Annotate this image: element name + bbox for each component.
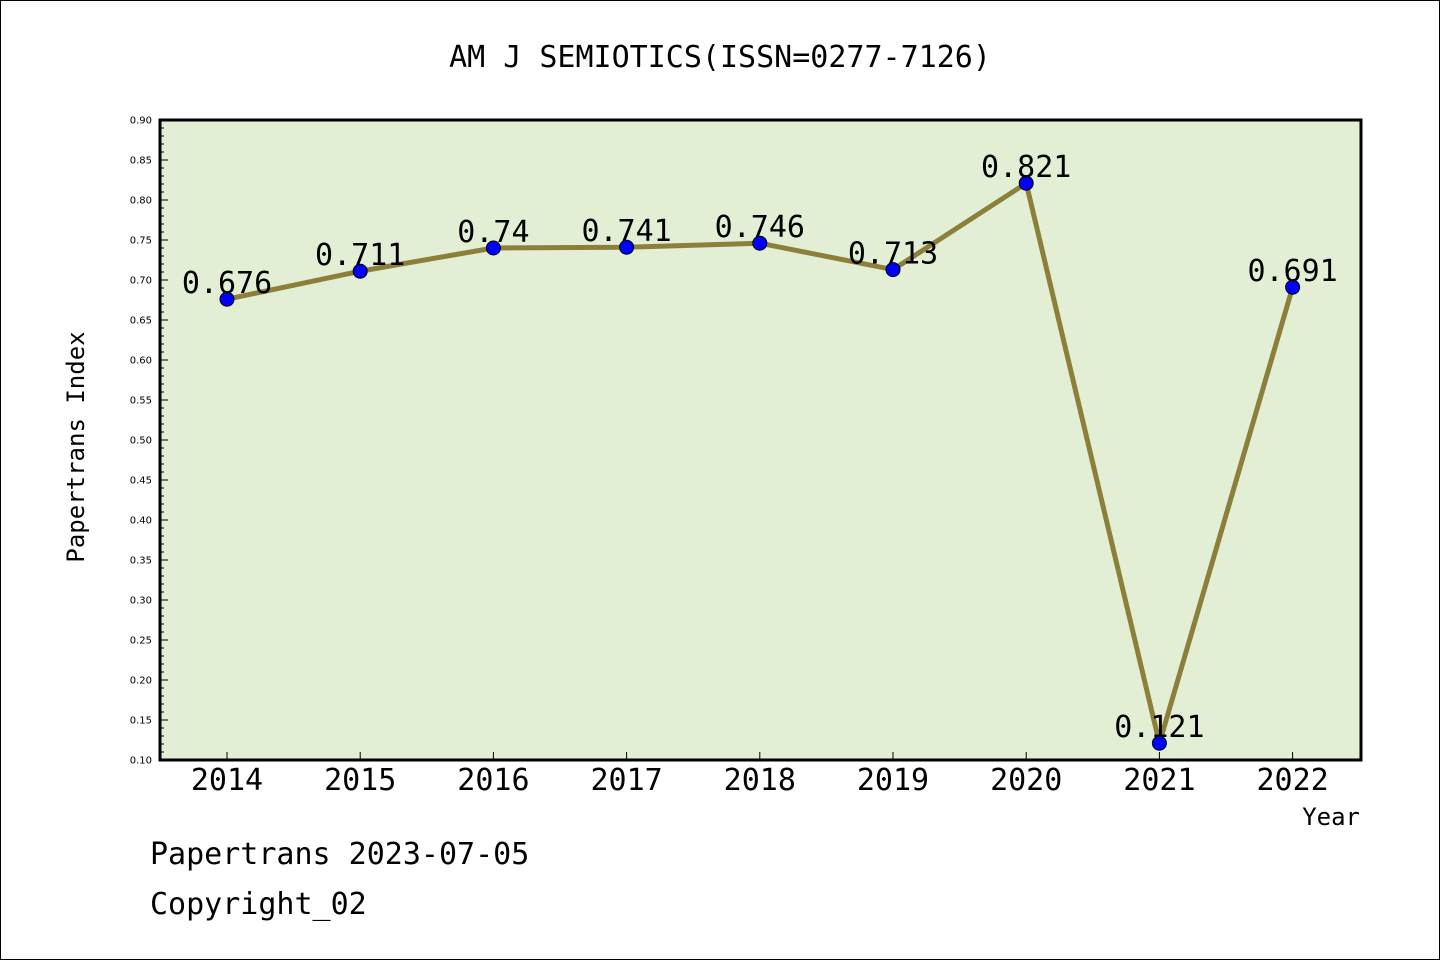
data-label: 0.691 (1247, 254, 1337, 289)
x-tick-label: 2018 (724, 763, 796, 798)
data-label: 0.676 (182, 266, 272, 301)
chart-title: AM J SEMIOTICS(ISSN=0277-7126) (449, 40, 991, 75)
y-tick-label: 0.30 (130, 596, 152, 607)
data-point-marker (219, 291, 235, 307)
footer-date-text: Papertrans 2023-07-05 (150, 837, 529, 872)
x-tick-label: 2022 (1256, 763, 1328, 798)
y-tick-label: 0.40 (130, 516, 152, 527)
x-tick-label: 2015 (324, 763, 396, 798)
x-tick-label: 2019 (857, 763, 929, 798)
data-label: 0.711 (315, 238, 405, 273)
data-label: 0.741 (581, 214, 671, 249)
y-tick-label: 0.55 (130, 396, 152, 407)
y-tick-label: 0.60 (130, 356, 152, 367)
y-tick-label: 0.70 (130, 276, 152, 287)
data-label: 0.746 (715, 210, 805, 245)
y-tick-label: 0.25 (130, 636, 152, 647)
y-tick-label: 0.80 (130, 196, 152, 207)
y-axis-ticks: 0.10 0.15 0.20 0.25 0.30 0.35 0.40 0.45 0.50 0.55… (130, 116, 168, 767)
data-labels-layer: 0.676 0.711 0.74 0.741 0.746 0.713 0.821 0.121 0… (182, 150, 1338, 745)
y-tick-label: 0.65 (130, 316, 152, 327)
x-axis-label: Year (1302, 803, 1360, 831)
x-axis-ticks: 2014 2015 2016 2017 2018 2019 2020 2021 2022 (191, 752, 1329, 798)
x-tick-label: 2017 (590, 763, 662, 798)
data-point-marker (1018, 175, 1034, 191)
data-point-marker (1151, 735, 1167, 751)
y-tick-label: 0.10 (130, 756, 152, 767)
data-point-marker (485, 240, 501, 256)
data-label: 0.821 (981, 150, 1071, 185)
data-label: 0.121 (1114, 710, 1204, 745)
data-point-marker (352, 263, 368, 279)
y-tick-label: 0.50 (130, 436, 152, 447)
y-tick-label: 0.45 (130, 476, 152, 487)
x-tick-label: 2014 (191, 763, 263, 798)
x-tick-label: 2021 (1123, 763, 1195, 798)
data-point-marker (752, 235, 768, 251)
data-point-marker (885, 262, 901, 278)
plot-area (158, 118, 1363, 762)
y-tick-label: 0.75 (130, 236, 152, 247)
data-label: 0.74 (457, 215, 529, 250)
y-tick-label: 0.90 (130, 116, 152, 127)
y-axis-label: Papertrans Index (62, 331, 90, 562)
data-point-marker (619, 239, 635, 255)
footer-copyright-text: Copyright_02 (150, 887, 367, 922)
x-tick-label: 2020 (990, 763, 1062, 798)
y-tick-label: 0.15 (130, 716, 152, 727)
y-tick-label: 0.85 (130, 156, 152, 167)
x-tick-label: 2016 (457, 763, 529, 798)
data-point-marker (1285, 279, 1301, 295)
data-label: 0.713 (848, 237, 938, 272)
series-layer (219, 175, 1301, 751)
y-tick-label: 0.20 (130, 676, 152, 687)
y-tick-label: 0.35 (130, 556, 152, 567)
